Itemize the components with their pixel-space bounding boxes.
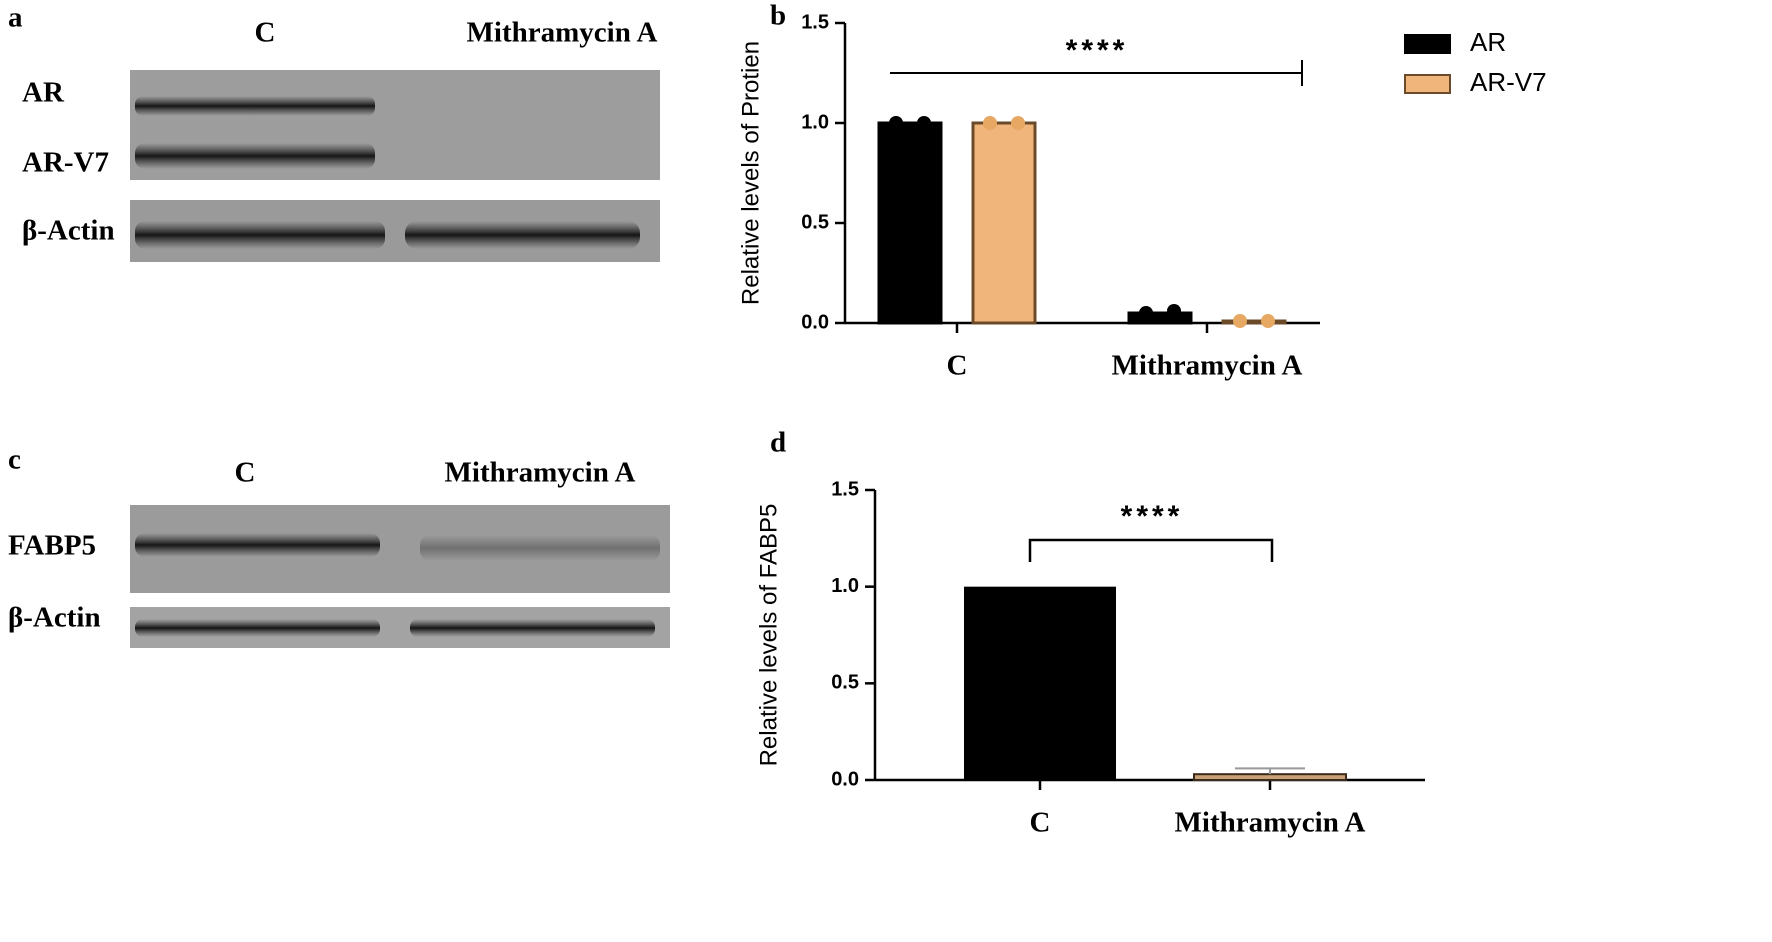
lane-label: C [255,17,276,49]
row-label: AR [22,77,65,109]
band [420,535,660,561]
data-point [889,116,903,130]
x-tick-label: C [1030,807,1051,839]
legend-swatch [1404,34,1451,54]
panel-label: b [770,0,786,32]
band [405,221,640,249]
bar [877,121,943,325]
band [135,96,375,116]
y-axis-label: Relative levels of FABP5 [755,504,782,767]
panel-label: d [770,427,786,459]
bar [1221,319,1287,325]
y-tick-label: 1.5 [831,478,859,500]
data-point [983,116,997,130]
y-tick-label: 1.0 [831,575,859,597]
bar [1193,773,1347,782]
y-axis-label: Relative levels of Protien [737,41,764,305]
panel-label: a [8,2,23,34]
band [135,221,385,249]
row-label: β-Actin [8,602,101,634]
y-tick-label: 0.5 [801,211,829,233]
band [135,619,380,637]
x-tick-label: C [947,350,968,382]
bar [971,121,1037,325]
data-point [1261,314,1275,328]
row-label: β-Actin [22,215,115,247]
lane-label: Mithramycin A [445,457,636,489]
y-tick-label: 0.5 [831,672,859,694]
band [135,533,380,557]
data-point [917,116,931,130]
x-tick-label: Mithramycin A [1175,807,1366,839]
data-point [1233,314,1247,328]
lane-label: C [235,457,256,489]
y-tick-label: 0.0 [801,311,829,333]
row-label: AR-V7 [22,147,109,179]
bar [1127,311,1193,325]
legend-label: AR-V7 [1470,67,1547,97]
band [135,143,375,169]
data-point [1167,304,1181,318]
legend-label: AR [1470,27,1506,57]
y-tick-label: 0.0 [831,768,859,790]
y-tick-label: 1.5 [801,11,829,33]
legend-swatch [1404,74,1451,94]
band [410,619,655,637]
lane-label: Mithramycin A [467,17,658,49]
significance: **** [1121,500,1184,533]
panel-label: c [8,444,21,476]
data-point [1011,116,1025,130]
x-tick-label: Mithramycin A [1112,350,1303,382]
significance-bracket [1028,538,1274,562]
bar [964,586,1116,780]
data-point [1139,306,1153,320]
row-label: FABP5 [8,530,96,562]
y-tick-label: 1.0 [801,111,829,133]
significance: **** [1066,34,1129,67]
